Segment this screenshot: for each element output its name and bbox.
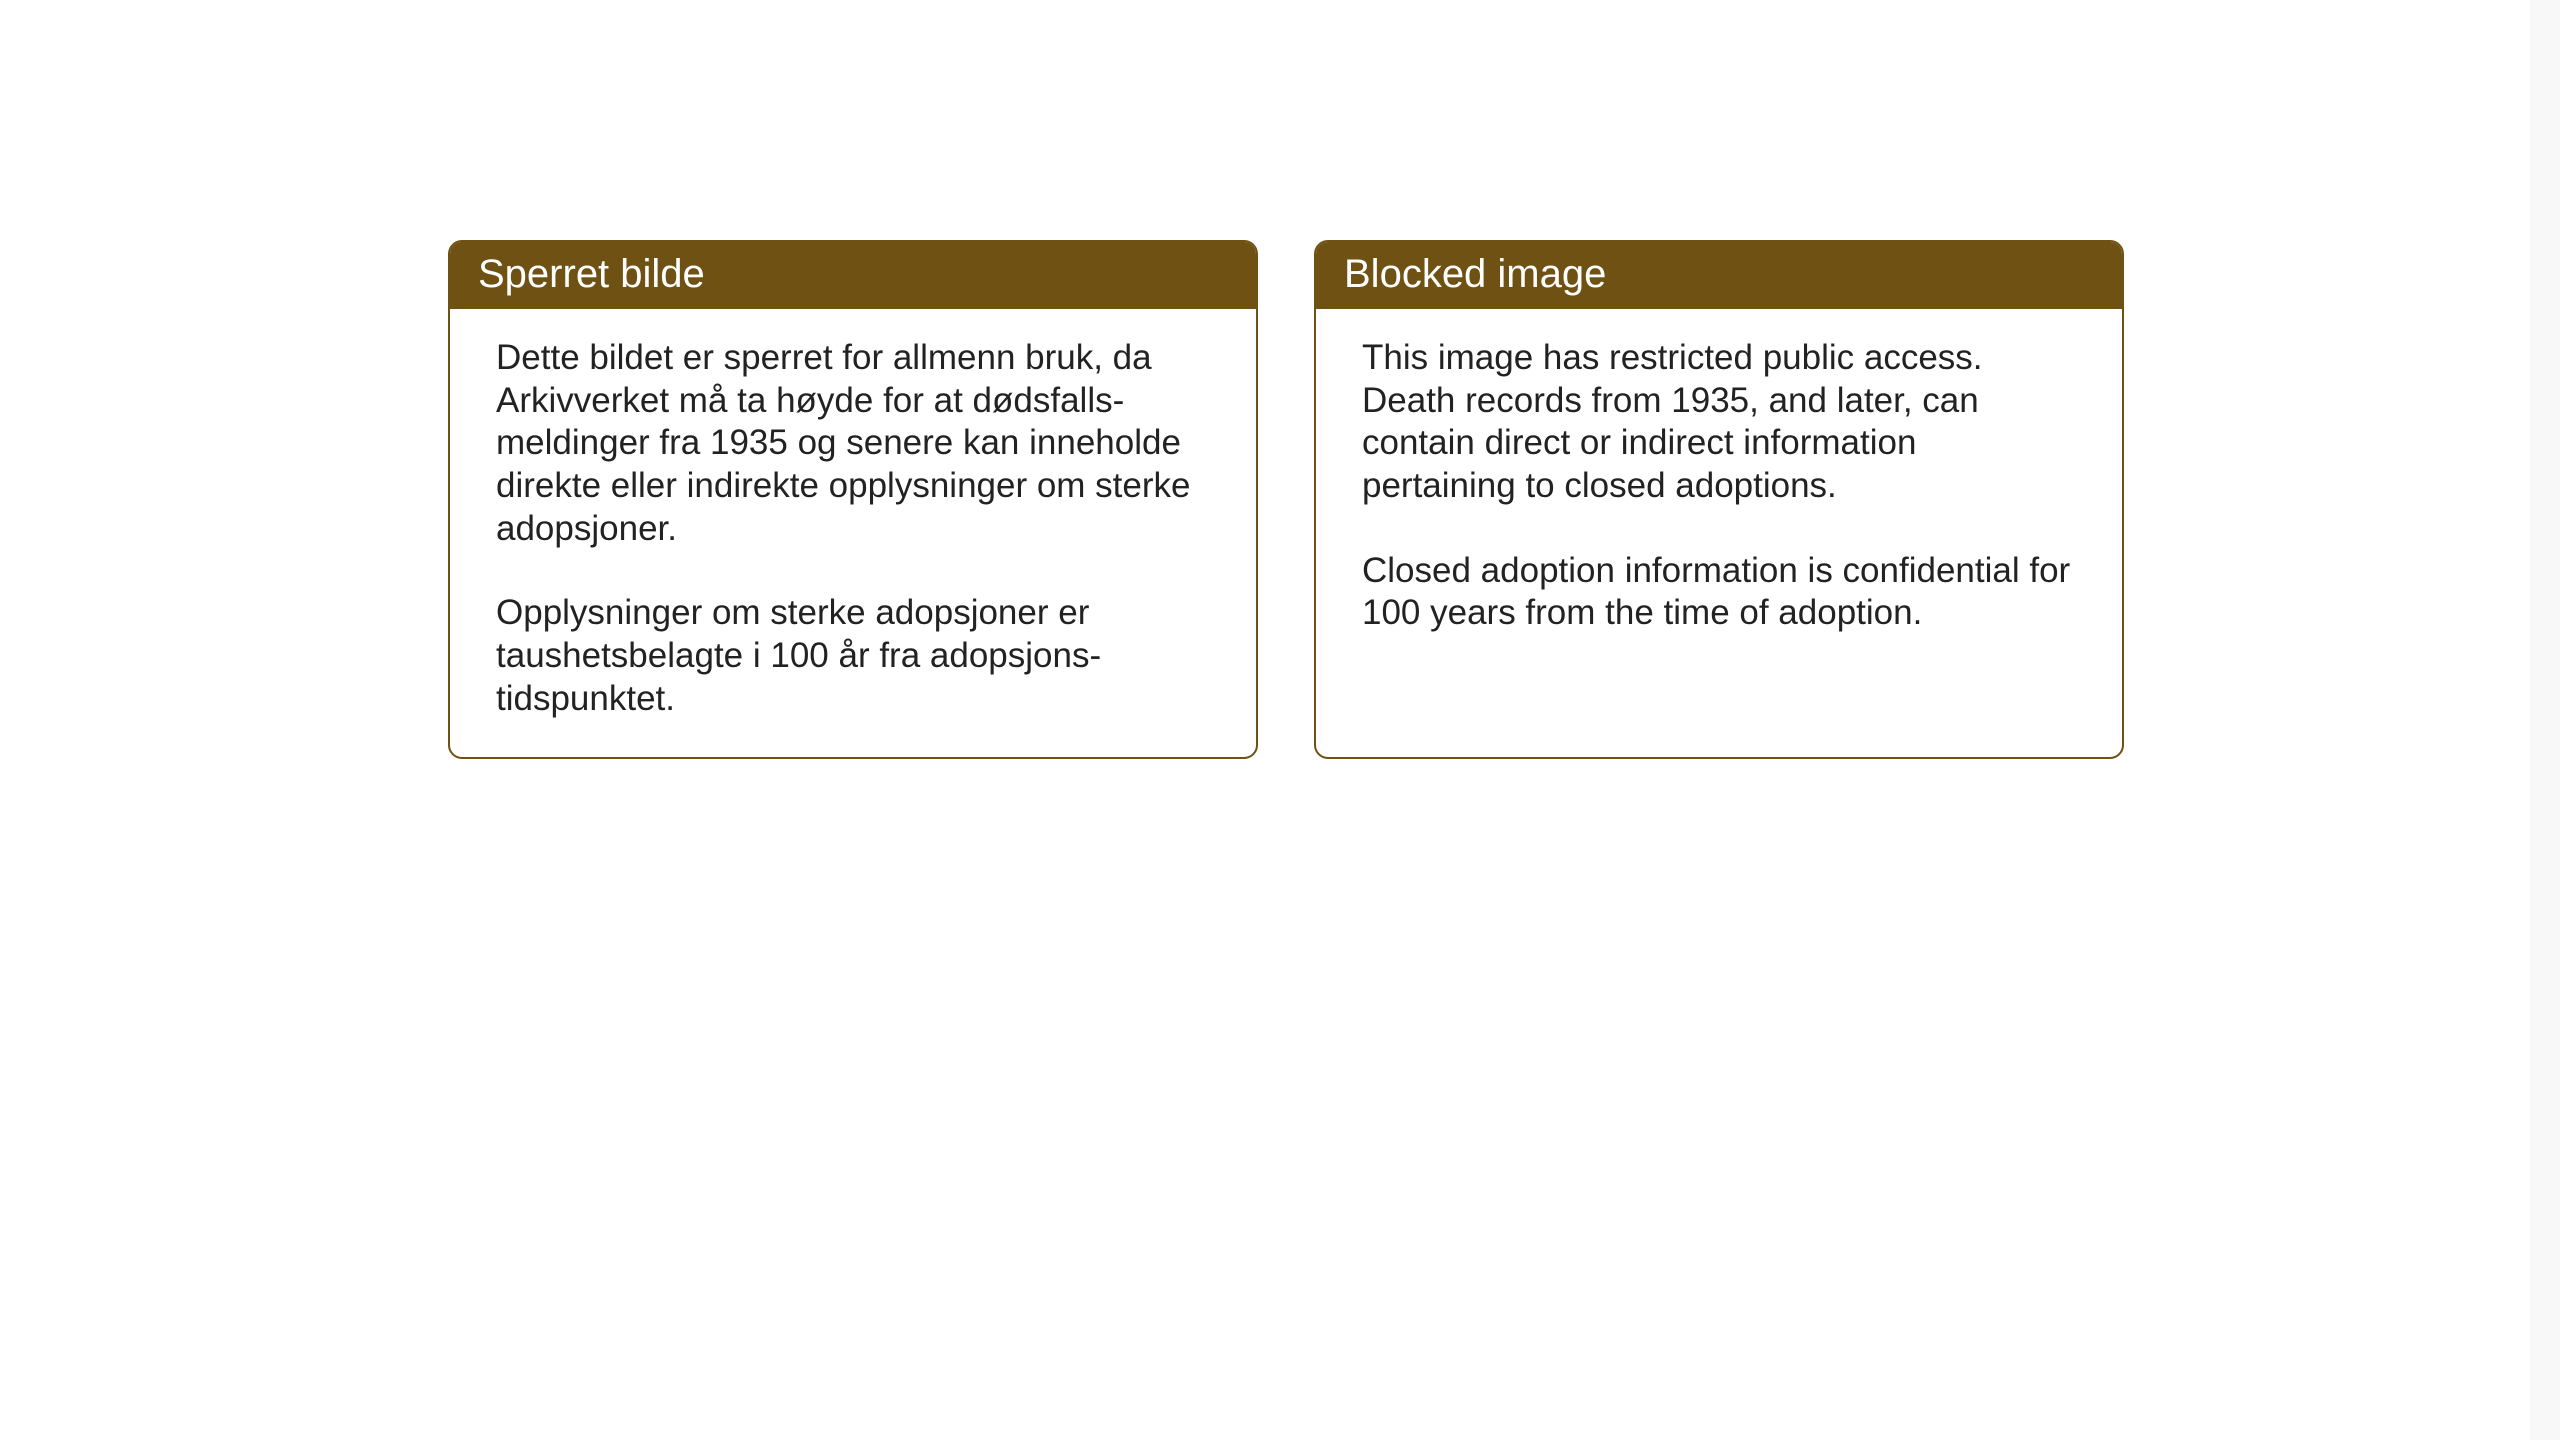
- notice-card-norwegian: Sperret bilde Dette bildet er sperret fo…: [448, 240, 1258, 759]
- notice-container: Sperret bilde Dette bildet er sperret fo…: [448, 240, 2124, 759]
- notice-card-english: Blocked image This image has restricted …: [1314, 240, 2124, 759]
- paragraph-1: Dette bildet er sperret for allmenn bruk…: [496, 337, 1210, 550]
- scrollbar-track[interactable]: [2530, 0, 2560, 1440]
- card-header: Blocked image: [1316, 242, 2122, 309]
- card-body: Dette bildet er sperret for allmenn bruk…: [450, 309, 1256, 757]
- card-body: This image has restricted public access.…: [1316, 309, 2122, 757]
- card-title: Blocked image: [1344, 252, 1606, 296]
- paragraph-2: Closed adoption information is confident…: [1362, 550, 2076, 635]
- card-title: Sperret bilde: [478, 252, 705, 296]
- card-header: Sperret bilde: [450, 242, 1256, 309]
- paragraph-2: Opplysninger om sterke adopsjoner er tau…: [496, 592, 1210, 720]
- paragraph-1: This image has restricted public access.…: [1362, 337, 2076, 508]
